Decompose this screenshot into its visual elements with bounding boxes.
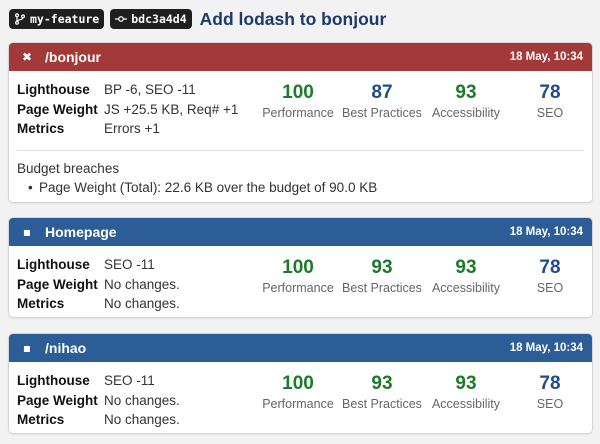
page-weight-value: No changes. [104,392,180,408]
score-seo: 78 SEO [536,257,564,295]
divider [17,150,584,151]
metrics-value: No changes. [104,412,180,428]
page-weight-label: Page Weight [17,276,98,292]
score-group: 100 Performance 93 Best Practices 93 Access… [256,256,592,296]
score-best-practices: 93 Best Practices [342,373,422,411]
branch-chip[interactable]: my-feature [9,9,105,29]
page-weight-value: No changes. [104,276,180,292]
page-weight-label: Page Weight [17,392,98,408]
lighthouse-value: SEO -11 [104,257,155,273]
card-body: Lighthouse BP -6, SEO -11 Page Weight JS +… [9,71,592,159]
score-best-practices: 87 Best Practices [342,82,422,120]
square-icon: ▪ [22,341,32,355]
budget-breach-item: Page Weight (Total): 22.6 KB over the bu… [17,180,377,195]
git-branch-icon [15,13,25,25]
score-performance: 100 Performance [262,82,334,120]
close-icon: ✖ [21,50,33,64]
page-weight-label: Page Weight [17,101,98,117]
card-page-name: /nihao [45,340,87,356]
score-accessibility: 93 Accessibility [431,373,501,411]
metrics-label: Metrics [17,296,65,312]
card-body: Lighthouse SEO -11 Page Weight No changes.… [9,246,592,317]
score-seo: 78 SEO [536,373,564,411]
card-page-name: /bonjour [45,49,101,65]
page-card-nihao: ▪ /nihao 18 May, 10:34 Lighthouse SEO -11… [9,334,592,433]
lighthouse-value: BP -6, SEO -11 [104,82,196,98]
page-header: my-feature bdc3a4d4 Add lodash to bonjou… [9,8,386,30]
page-card-homepage: ▪ Homepage 18 May, 10:34 Lighthouse SEO -… [9,218,592,317]
score-performance: 100 Performance [262,257,334,295]
budget-breaches: Budget breaches Page Weight (Total): 22.… [17,161,377,195]
score-group: 100 Performance 87 Best Practices 93 Access… [256,81,592,121]
git-commit-icon [115,16,128,22]
lighthouse-label: Lighthouse [17,373,90,389]
page-card-bonjour: ✖ /bonjour 18 May, 10:34 Lighthouse BP -6… [9,43,592,202]
budget-breaches-title: Budget breaches [17,161,120,176]
card-page-name: Homepage [45,224,117,240]
card-header[interactable]: ✖ /bonjour 18 May, 10:34 [9,43,592,71]
score-seo: 78 SEO [536,82,564,120]
square-icon: ▪ [22,225,32,239]
card-header[interactable]: ▪ Homepage 18 May, 10:34 [9,218,592,246]
lighthouse-label: Lighthouse [17,82,90,98]
lighthouse-value: SEO -11 [104,373,155,389]
metrics-label: Metrics [17,412,65,428]
score-accessibility: 93 Accessibility [431,257,501,295]
score-accessibility: 93 Accessibility [431,82,501,120]
page-title: Add lodash to bonjour [199,8,387,29]
metrics-value: Errors +1 [104,121,160,137]
page-weight-value: JS +25.5 KB, Req# +1 [104,101,239,117]
branch-name: my-feature [30,12,100,26]
score-group: 100 Performance 93 Best Practices 93 Access… [256,372,592,412]
card-header[interactable]: ▪ /nihao 18 May, 10:34 [9,334,592,362]
commit-chip[interactable]: bdc3a4d4 [110,9,192,29]
lighthouse-label: Lighthouse [17,257,90,273]
score-best-practices: 93 Best Practices [342,257,422,295]
metrics-label: Metrics [17,121,65,137]
metrics-value: No changes. [104,296,180,312]
card-date: 18 May, 10:34 [509,342,583,354]
card-body: Lighthouse SEO -11 Page Weight No changes.… [9,362,592,433]
card-date: 18 May, 10:34 [509,226,583,238]
score-performance: 100 Performance [262,373,334,411]
commit-hash: bdc3a4d4 [131,12,187,26]
card-date: 18 May, 10:34 [509,51,583,63]
